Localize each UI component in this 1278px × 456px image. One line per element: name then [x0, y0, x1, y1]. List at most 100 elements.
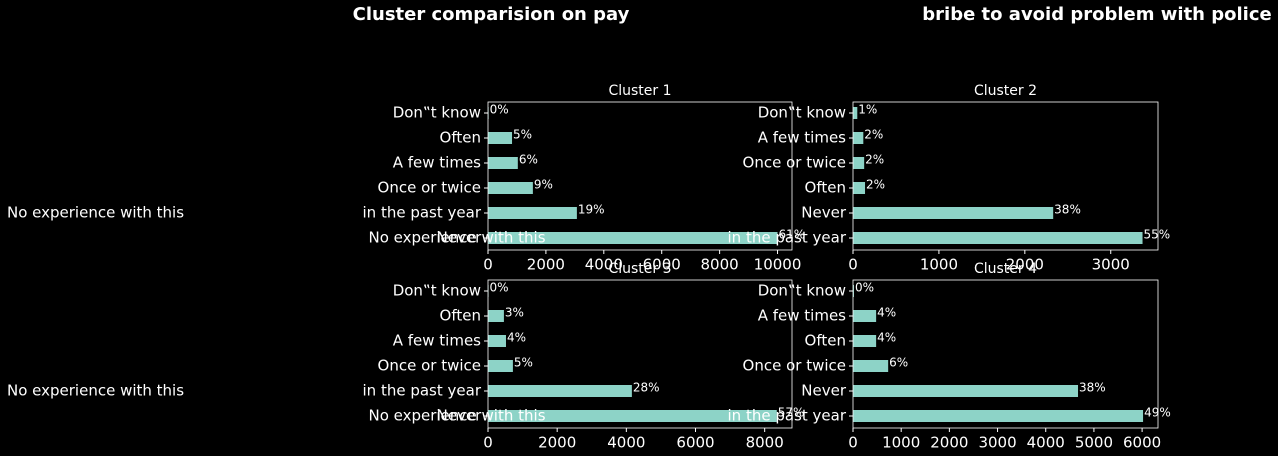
subplot-title: Cluster 3 — [608, 261, 671, 277]
value-label: 0% — [490, 103, 509, 117]
axes-frame — [852, 101, 1159, 251]
value-label: 9% — [534, 178, 553, 192]
x-tick-label: 2000 — [1006, 256, 1044, 274]
bar — [853, 285, 854, 297]
bar — [853, 410, 1144, 422]
bar — [488, 207, 577, 219]
bar — [488, 360, 513, 372]
y-tick-label: A few times — [758, 307, 846, 325]
axes-frame — [487, 279, 793, 429]
value-label: 28% — [633, 381, 660, 395]
y-tick-label: Once or twice — [378, 357, 481, 375]
value-label: 5% — [514, 356, 533, 370]
bar — [853, 232, 1143, 244]
x-tick-label: 5000 — [1075, 434, 1113, 452]
y-tick-label: Often — [805, 179, 846, 197]
y-tick-label: Don‟t know — [758, 282, 846, 300]
y-tick-label: A few times — [393, 332, 481, 350]
x-tick-label: 2000 — [930, 434, 968, 452]
bar — [853, 182, 866, 194]
y-tick-label: No experience with this — [368, 407, 545, 425]
x-tick-label: 4000 — [607, 434, 645, 452]
bar — [853, 360, 889, 372]
y-tick-label: Once or twice — [743, 357, 846, 375]
subplot-title: Cluster 1 — [608, 83, 671, 99]
x-tick-label: 3000 — [978, 434, 1016, 452]
bar — [853, 207, 1054, 219]
x-tick-label: 2000 — [527, 256, 565, 274]
axes-frame — [852, 279, 1159, 429]
value-label: 38% — [1079, 381, 1106, 395]
x-tick-label: 4000 — [1027, 434, 1065, 452]
bar — [488, 410, 777, 422]
y-tick-label: Don‟t know — [393, 282, 481, 300]
x-tick-label: 8000 — [701, 256, 739, 274]
bar — [488, 157, 518, 169]
value-label: 2% — [864, 128, 883, 142]
value-label: 4% — [877, 306, 896, 320]
x-tick-label: 10000 — [754, 256, 802, 274]
value-label: 57% — [778, 406, 805, 420]
value-label: 49% — [1144, 406, 1171, 420]
y-tick-label: Never — [801, 382, 847, 400]
value-label: 6% — [519, 153, 538, 167]
y-tick-label: Once or twice — [743, 154, 846, 172]
x-tick-label: 0 — [848, 434, 858, 452]
value-label: 2% — [865, 153, 884, 167]
y-tick-label: Never — [437, 229, 483, 247]
y-tick-label: Often — [440, 129, 481, 147]
subplot-title: Cluster 4 — [974, 261, 1037, 277]
bar — [488, 232, 778, 244]
value-label: 1% — [858, 103, 877, 117]
y-tick-label: in the past year — [728, 407, 847, 425]
y-tick-label: Never — [437, 407, 483, 425]
y-tick-label: Once or twice — [378, 179, 481, 197]
value-label: 2% — [866, 178, 885, 192]
x-tick-label: 6000 — [676, 434, 714, 452]
y-tick-label: in the past year — [363, 204, 482, 222]
subplot-title: Cluster 2 — [974, 83, 1037, 99]
bar — [853, 132, 864, 144]
y-tick-label: No experience with this — [368, 229, 545, 247]
y-tick-label: Often — [805, 332, 846, 350]
bar — [488, 385, 632, 397]
value-label: 0% — [490, 281, 509, 295]
value-label: 4% — [877, 331, 896, 345]
bar — [488, 310, 504, 322]
x-tick-label: 1000 — [882, 434, 920, 452]
y-tick-label: Never — [801, 204, 847, 222]
axes-frame — [487, 101, 793, 251]
x-tick-label: 2000 — [538, 434, 576, 452]
bar — [853, 335, 877, 347]
side-label: No experience with this — [7, 204, 184, 222]
bar — [488, 132, 513, 144]
value-label: 0% — [855, 281, 874, 295]
x-tick-label: 0 — [483, 256, 493, 274]
value-label: 38% — [1054, 203, 1081, 217]
y-tick-label: in the past year — [363, 382, 482, 400]
figure-title: Cluster comparision on pay — [353, 4, 630, 25]
x-tick-label: 4000 — [585, 256, 623, 274]
x-tick-label: 6000 — [1123, 434, 1161, 452]
value-label: 6% — [889, 356, 908, 370]
value-label: 3% — [505, 306, 524, 320]
bar — [853, 107, 858, 119]
bar — [488, 335, 506, 347]
y-tick-label: in the past year — [728, 229, 847, 247]
x-tick-label: 1000 — [920, 256, 958, 274]
value-label: 19% — [578, 203, 605, 217]
y-tick-label: Don‟t know — [393, 104, 481, 122]
bar — [488, 182, 533, 194]
x-tick-label: 3000 — [1092, 256, 1130, 274]
value-label: 55% — [1144, 228, 1171, 242]
x-tick-label: 6000 — [643, 256, 681, 274]
value-label: 5% — [513, 128, 532, 142]
value-label: 4% — [507, 331, 526, 345]
bar — [853, 385, 1079, 397]
side-label: No experience with this — [7, 382, 184, 400]
bar — [853, 157, 865, 169]
y-tick-label: Often — [440, 307, 481, 325]
x-tick-label: 0 — [848, 256, 858, 274]
figure-title: bribe to avoid problem with police — [922, 4, 1271, 25]
